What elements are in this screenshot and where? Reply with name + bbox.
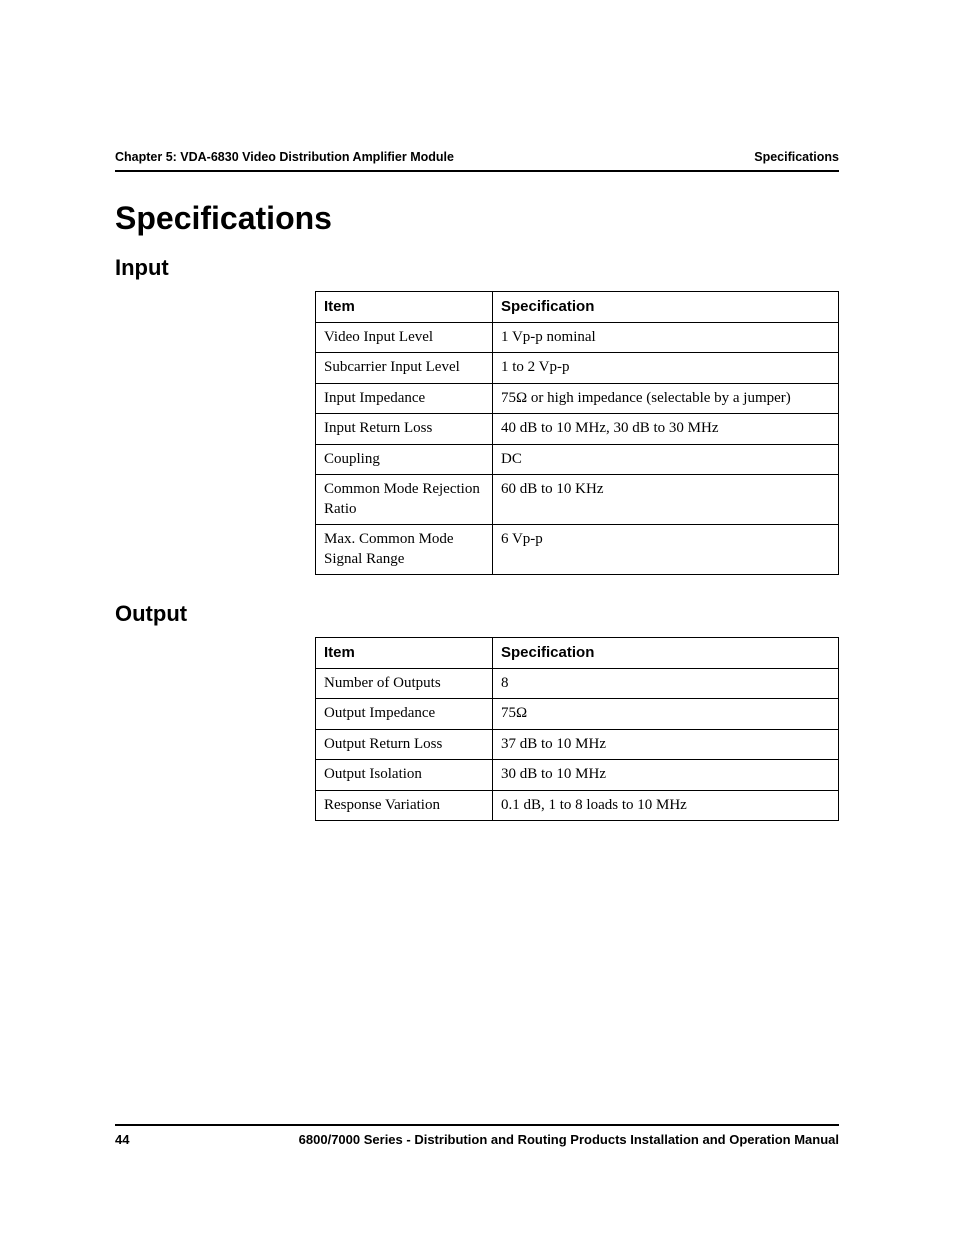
- table-row: Input Impedance 75Ω or high impedance (s…: [316, 383, 839, 414]
- cell-spec: 75Ω or high impedance (selectable by a j…: [493, 383, 839, 414]
- cell-item: Video Input Level: [316, 322, 493, 353]
- col-header-item: Item: [316, 292, 493, 323]
- table-header-row: Item Specification: [316, 638, 839, 669]
- table-row: Input Return Loss 40 dB to 10 MHz, 30 dB…: [316, 414, 839, 445]
- table-row: Common Mode Rejection Ratio 60 dB to 10 …: [316, 475, 839, 525]
- header-right: Specifications: [754, 150, 839, 164]
- header-left: Chapter 5: VDA-6830 Video Distribution A…: [115, 150, 454, 164]
- col-header-spec: Specification: [493, 638, 839, 669]
- cell-item: Input Impedance: [316, 383, 493, 414]
- cell-item: Output Impedance: [316, 699, 493, 730]
- col-header-spec: Specification: [493, 292, 839, 323]
- cell-item: Common Mode Rejection Ratio: [316, 475, 493, 525]
- page-number: 44: [115, 1132, 129, 1147]
- cell-spec: 6 Vp-p: [493, 525, 839, 575]
- table-row: Video Input Level 1 Vp-p nominal: [316, 322, 839, 353]
- cell-spec: 8: [493, 668, 839, 699]
- running-header: Chapter 5: VDA-6830 Video Distribution A…: [115, 150, 839, 172]
- cell-spec: DC: [493, 444, 839, 475]
- table-row: Coupling DC: [316, 444, 839, 475]
- cell-item: Output Isolation: [316, 760, 493, 791]
- cell-spec: 40 dB to 10 MHz, 30 dB to 30 MHz: [493, 414, 839, 445]
- output-spec-table: Item Specification Number of Outputs 8 O…: [315, 637, 839, 821]
- cell-item: Number of Outputs: [316, 668, 493, 699]
- cell-spec: 37 dB to 10 MHz: [493, 729, 839, 760]
- col-header-item: Item: [316, 638, 493, 669]
- cell-item: Subcarrier Input Level: [316, 353, 493, 384]
- cell-spec: 30 dB to 10 MHz: [493, 760, 839, 791]
- cell-item: Response Variation: [316, 790, 493, 821]
- table-row: Response Variation 0.1 dB, 1 to 8 loads …: [316, 790, 839, 821]
- table-row: Number of Outputs 8: [316, 668, 839, 699]
- cell-spec: 75Ω: [493, 699, 839, 730]
- table-row: Subcarrier Input Level 1 to 2 Vp-p: [316, 353, 839, 384]
- cell-item: Input Return Loss: [316, 414, 493, 445]
- cell-item: Coupling: [316, 444, 493, 475]
- cell-spec: 1 to 2 Vp-p: [493, 353, 839, 384]
- page-title: Specifications: [115, 200, 839, 237]
- cell-spec: 1 Vp-p nominal: [493, 322, 839, 353]
- section-heading-input: Input: [115, 255, 839, 281]
- cell-spec: 0.1 dB, 1 to 8 loads to 10 MHz: [493, 790, 839, 821]
- cell-item: Output Return Loss: [316, 729, 493, 760]
- table-header-row: Item Specification: [316, 292, 839, 323]
- section-heading-output: Output: [115, 601, 839, 627]
- running-footer: 44 6800/7000 Series - Distribution and R…: [115, 1124, 839, 1147]
- manual-title: 6800/7000 Series - Distribution and Rout…: [299, 1132, 839, 1147]
- cell-spec: 60 dB to 10 KHz: [493, 475, 839, 525]
- table-row: Output Isolation 30 dB to 10 MHz: [316, 760, 839, 791]
- cell-item: Max. Common Mode Signal Range: [316, 525, 493, 575]
- table-row: Output Impedance 75Ω: [316, 699, 839, 730]
- table-row: Output Return Loss 37 dB to 10 MHz: [316, 729, 839, 760]
- input-spec-table: Item Specification Video Input Level 1 V…: [315, 291, 839, 575]
- table-row: Max. Common Mode Signal Range 6 Vp-p: [316, 525, 839, 575]
